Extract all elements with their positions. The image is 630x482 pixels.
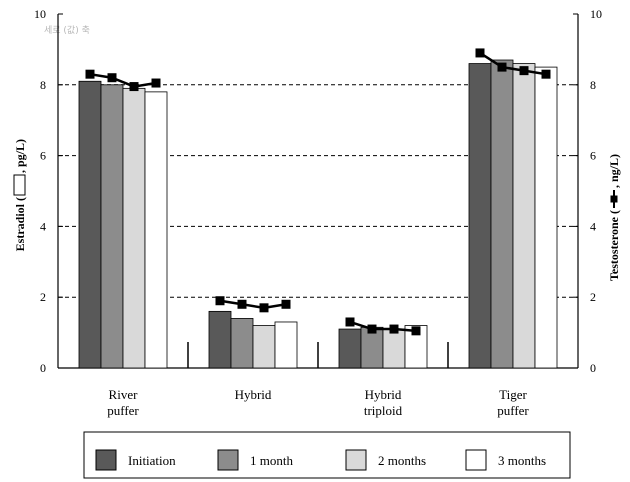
testosterone-point	[411, 326, 421, 336]
legend-label: 2 months	[378, 453, 426, 468]
bar	[338, 328, 362, 369]
bar	[512, 63, 536, 369]
testosterone-point	[151, 78, 161, 88]
y-tick-label-right: 6	[590, 149, 596, 163]
bar	[208, 310, 232, 369]
y-tick-label-left: 6	[40, 149, 46, 163]
y-axis-title-right-part2: , ng/L)	[607, 154, 621, 188]
category-label-line: Tiger	[499, 387, 527, 402]
estradiol-bar-swatch	[13, 174, 26, 196]
testosterone-line	[89, 72, 157, 88]
y-tick-label-right: 0	[590, 361, 596, 375]
legend-label: Initiation	[128, 453, 176, 468]
testosterone-point	[497, 62, 507, 72]
legend-swatch	[345, 449, 367, 471]
y-tick-label-right: 10	[590, 7, 602, 21]
category-label: Hybrid	[235, 387, 272, 402]
y-tick-label-right: 4	[590, 219, 596, 233]
y-tick-label-right: 8	[590, 78, 596, 92]
category-label-line: triploid	[364, 403, 403, 418]
bar	[144, 91, 168, 369]
testosterone-point	[129, 82, 139, 92]
category-label-line: Hybrid	[235, 387, 272, 402]
testosterone-line	[479, 51, 547, 76]
category-label-line: puffer	[107, 403, 139, 418]
y-axis-title-right: Testosterone ( , ng/L)	[607, 154, 621, 281]
testosterone-line	[219, 299, 287, 310]
y-axis-title-left: Estradiol ( , pg/L)	[13, 139, 27, 251]
testosterone-point	[107, 73, 117, 83]
testosterone-point	[475, 48, 485, 58]
testosterone-point	[389, 324, 399, 334]
bar	[100, 84, 124, 369]
bar	[468, 63, 492, 369]
bar	[78, 80, 102, 369]
y-axis-title-left-part2: , pg/L)	[13, 139, 27, 173]
y-tick-label-left: 2	[40, 290, 46, 304]
bar	[122, 87, 146, 369]
bar	[534, 66, 558, 369]
category-label-line: River	[109, 387, 139, 402]
testosterone-point	[281, 299, 291, 309]
category-label: Tiger puffer	[497, 387, 529, 418]
testosterone-point	[345, 317, 355, 327]
testosterone-marker-glyph	[610, 195, 618, 203]
testosterone-point	[237, 299, 247, 309]
bar	[274, 321, 298, 369]
y-axis-title-right-part1: Testosterone (	[607, 210, 621, 281]
testosterone-point	[85, 69, 95, 79]
legend-item: 1 month	[217, 449, 293, 471]
bar	[252, 325, 276, 369]
bar	[382, 328, 406, 369]
legend-label: 1 month	[250, 453, 293, 468]
legend-label: 3 months	[498, 453, 546, 468]
legend-box	[83, 431, 571, 479]
y-tick-label-left: 8	[40, 78, 46, 92]
legend-swatch	[465, 449, 487, 471]
y-axis-title-left-part1: Estradiol (	[13, 197, 27, 251]
bar	[490, 59, 514, 369]
testosterone-point	[541, 69, 551, 79]
legend-swatch	[217, 449, 239, 471]
category-label: Hybrid triploid	[364, 387, 403, 418]
y-tick-label-right: 2	[590, 290, 596, 304]
y-tick-label-left: 4	[40, 219, 46, 233]
legend-swatch	[95, 449, 117, 471]
testosterone-line	[349, 320, 417, 333]
bar	[404, 325, 428, 369]
category-label-line: Hybrid	[365, 387, 402, 402]
legend-item: Initiation	[95, 449, 176, 471]
y-tick-label-left: 10	[34, 7, 46, 21]
y-tick-label-left: 0	[40, 361, 46, 375]
testosterone-point	[215, 296, 225, 306]
testosterone-point	[259, 303, 269, 313]
watermark-text: 세로 (값) 축	[44, 24, 90, 36]
bar	[230, 318, 254, 369]
category-label: River puffer	[107, 387, 139, 418]
testosterone-point	[367, 324, 377, 334]
category-label-line: puffer	[497, 403, 529, 418]
testosterone-point	[519, 66, 529, 76]
legend-item: 2 months	[345, 449, 426, 471]
legend: Initiation 1 month 2 months 3 months	[83, 431, 571, 479]
legend-item: 3 months	[465, 449, 546, 471]
